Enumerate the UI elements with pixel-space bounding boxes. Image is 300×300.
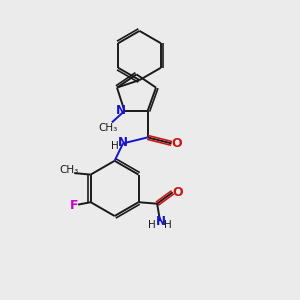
Text: H: H [148, 220, 156, 230]
Text: F: F [70, 199, 78, 212]
Text: N: N [116, 104, 126, 117]
Text: O: O [172, 185, 183, 199]
Text: H: H [111, 140, 119, 151]
Text: N: N [156, 215, 166, 228]
Text: CH₃: CH₃ [99, 123, 118, 133]
Text: CH₃: CH₃ [59, 165, 79, 175]
Text: H: H [164, 220, 172, 230]
Text: N: N [117, 136, 128, 149]
Text: O: O [171, 136, 182, 150]
